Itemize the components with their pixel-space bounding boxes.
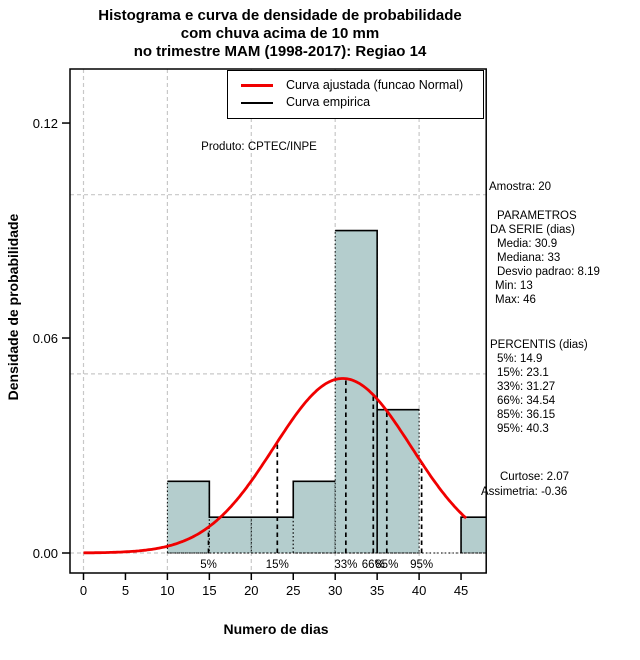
legend-item-label: Curva ajustada (funcao Normal) <box>286 78 464 92</box>
x-tick-label: 45 <box>453 583 469 598</box>
chart-title-line1: Histograma e curva de densidade de proba… <box>98 7 462 24</box>
x-axis-label: Numero de dias <box>223 621 329 637</box>
stat-desvio: Desvio padrao: 8.19 <box>497 266 600 278</box>
fitted-normal-curve <box>83 377 468 555</box>
stat-p85: 85%: 36.15 <box>497 409 556 421</box>
stat-media: Media: 30.9 <box>497 238 558 250</box>
stat-max: Max: 46 <box>495 294 536 306</box>
legend-item-empirical: Curva empirica <box>241 94 483 111</box>
stat-percentis-header: PERCENTIS (dias) <box>490 339 588 351</box>
stat-param-header1: PARAMETROS <box>497 210 577 222</box>
plot-frame <box>69 68 487 574</box>
product-watermark: Produto: CPTEC/INPE <box>201 141 317 153</box>
y-axis-label: Densidade de probabilidade <box>5 213 21 401</box>
stat-p95: 95%: 40.3 <box>497 423 549 435</box>
y-tick-label: 0.12 <box>32 116 58 132</box>
chart-title-line2: com chuva acima de 10 mm <box>180 25 380 42</box>
stat-param-header2: DA SERIE (dias) <box>490 224 575 236</box>
chart-title: Histograma e curva de densidade de proba… <box>70 7 490 61</box>
stat-p5: 5%: 14.9 <box>497 353 543 365</box>
y-tick-label: 0.06 <box>32 331 58 347</box>
percentile-label: 15% <box>265 559 289 571</box>
x-tick-label: 15 <box>202 583 217 598</box>
stat-p15: 15%: 23.1 <box>497 367 549 379</box>
stat-mediana: Mediana: 33 <box>497 252 561 264</box>
stat-assimetria: Assimetria: -0.36 <box>481 486 568 498</box>
x-tick-label: 5 <box>121 583 130 598</box>
stat-amostra: Amostra: 20 <box>489 181 551 193</box>
histogram-bar <box>460 516 487 554</box>
x-tick-label: 30 <box>327 583 343 598</box>
percentile-label: 85% <box>375 559 399 571</box>
legend-item-label: Curva empirica <box>286 95 371 109</box>
axis-ticks <box>62 122 462 580</box>
empirical-curve <box>167 229 487 553</box>
x-tick-label: 25 <box>286 583 301 598</box>
histogram-bar <box>166 480 210 554</box>
percentile-label: 66% <box>361 559 385 571</box>
histogram-bar <box>292 480 336 554</box>
x-tick-label: 20 <box>244 583 259 598</box>
percentile-label: 5% <box>200 559 217 571</box>
percentile-lines <box>207 378 423 553</box>
histogram-bar <box>250 516 294 554</box>
percentile-label: 95% <box>410 559 434 571</box>
fitted-curve-line-icon <box>241 84 273 87</box>
stat-p33: 33%: 31.27 <box>497 381 556 393</box>
chart-title-line3: no trimestre MAM (1998-2017): Regiao 14 <box>133 43 427 60</box>
x-tick-label: 40 <box>411 583 427 598</box>
stat-curtose: Curtose: 2.07 <box>500 471 570 483</box>
histogram-bar <box>376 409 420 554</box>
legend-box: Curva ajustada (funcao Normal) Curva emp… <box>227 70 484 119</box>
stat-p66: 66%: 34.54 <box>497 395 556 407</box>
y-tick-label: 0.00 <box>32 546 58 561</box>
x-tick-label: 0 <box>79 583 88 598</box>
legend-item-fitted: Curva ajustada (funcao Normal) <box>241 77 483 94</box>
empirical-curve-line-icon <box>241 101 273 104</box>
percentile-label: 33% <box>334 559 358 571</box>
x-tick-label: 10 <box>160 583 175 598</box>
stat-min: Min: 13 <box>495 280 533 292</box>
x-tick-label: 35 <box>369 583 385 598</box>
